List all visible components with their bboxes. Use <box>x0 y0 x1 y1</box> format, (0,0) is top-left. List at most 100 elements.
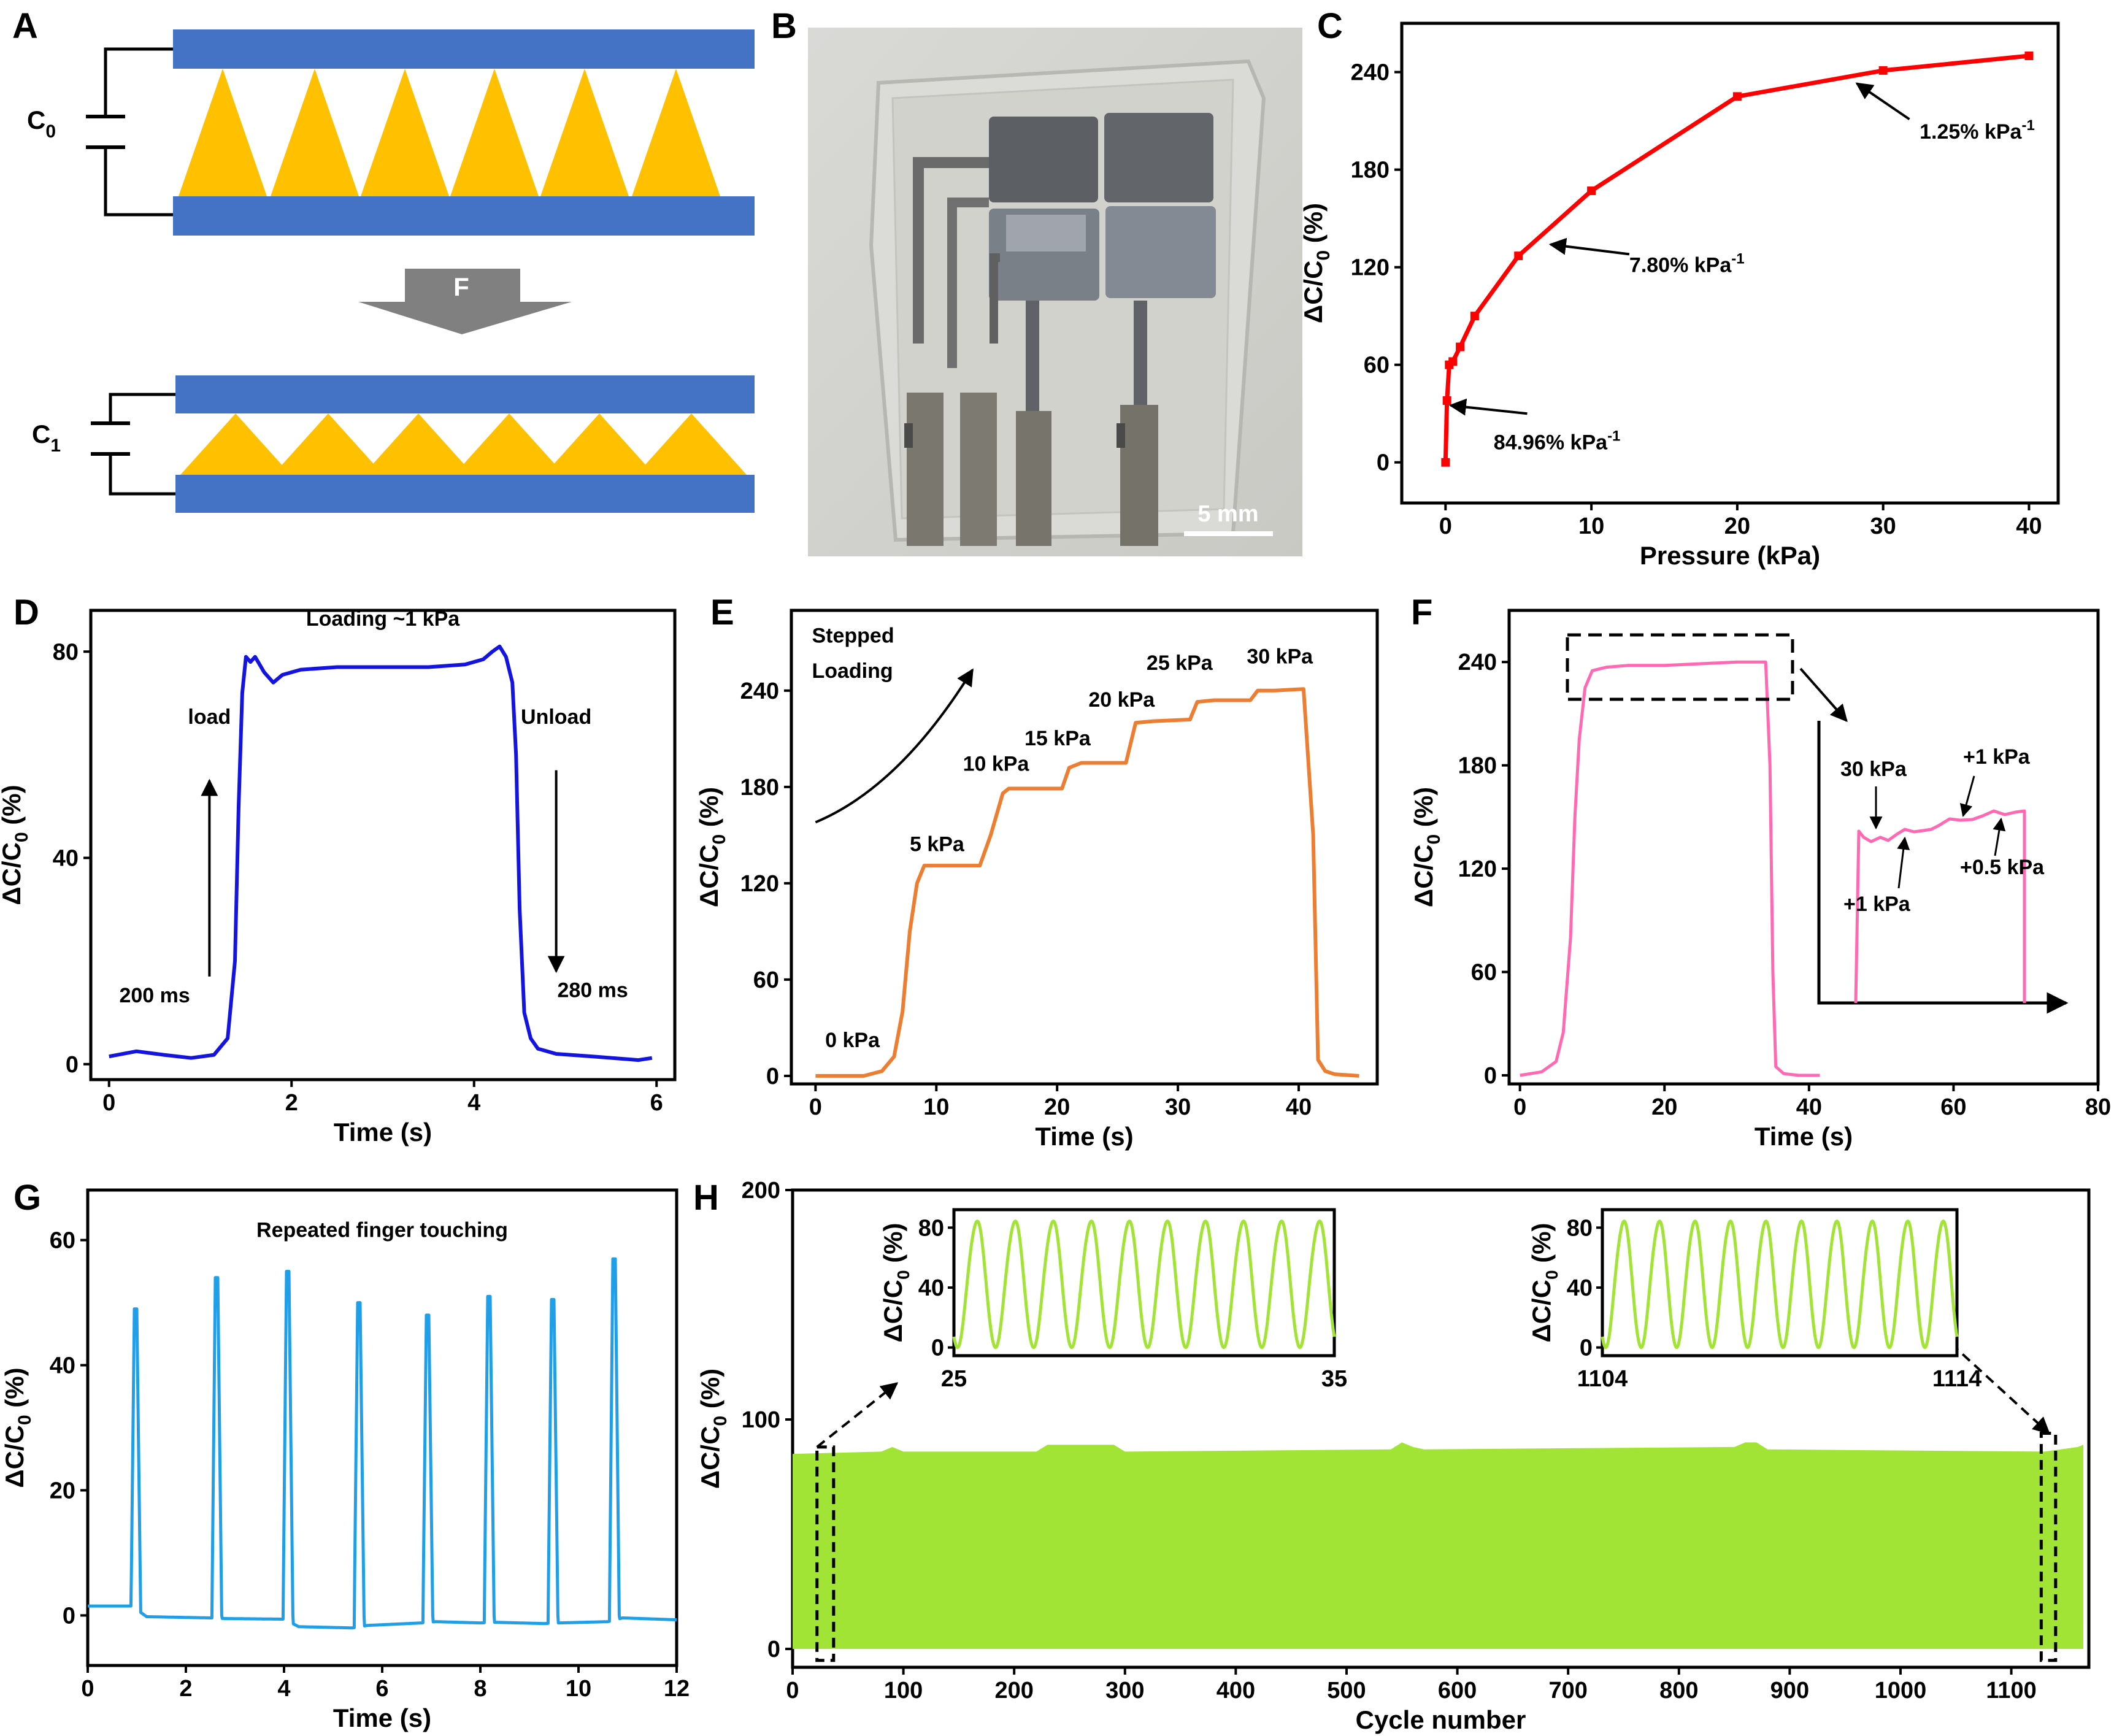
annotation-2: load <box>188 705 231 729</box>
scale-bar-label: 5 mm <box>1197 501 1258 527</box>
panel-h: H 0 100 200 300 400 500 600 700 800 900 1000 110001… <box>693 1178 2091 1734</box>
inset-label-plus1-lower: +1 kPa <box>1843 893 1911 916</box>
c1-label: C1 <box>32 420 61 456</box>
y-tick-label: 60 <box>50 1228 75 1254</box>
y-axis-label: ΔC/C0 (%) <box>1299 203 1334 323</box>
compressed-pyramid-6 <box>636 413 747 475</box>
zoom-connector-start <box>816 1382 899 1448</box>
x-tick-label: 80 <box>2085 1094 2111 1120</box>
annotation-4: 200 ms <box>119 984 190 1007</box>
sensitivity-label-2: 7.80% kPa-1 <box>1629 251 1745 277</box>
x-tick-label: 10 <box>566 1676 591 1702</box>
x-tick-label: 4 <box>467 1090 480 1116</box>
plot-frame <box>791 1188 2091 1669</box>
y-tick-label: 40 <box>53 846 79 872</box>
cycling-envelope <box>793 1442 2083 1650</box>
sensitivity-label-3: 1.25% kPa-1 <box>1920 117 2035 144</box>
panel-b: B 5 mm <box>771 6 1302 556</box>
x-tick-label: 0 <box>1513 1094 1526 1120</box>
x-axis-label: Time (s) <box>1035 1122 1133 1151</box>
x-tick-label: 2 <box>285 1090 298 1116</box>
x-tick-label: 700 <box>1548 1678 1587 1703</box>
data-point-7 <box>1514 252 1523 261</box>
x-tick-label: 800 <box>1659 1678 1698 1703</box>
annotation-4: 5 kPa <box>910 833 965 856</box>
pyramid-2 <box>271 69 359 196</box>
data-point-6 <box>1470 312 1479 321</box>
plot-frame <box>790 609 1379 1086</box>
x-tick-label: 600 <box>1438 1678 1477 1703</box>
y-tick-label: 180 <box>1458 753 1497 779</box>
plot-frame <box>86 1188 678 1667</box>
y-axis-label: ΔC/C0 (%) <box>694 787 729 907</box>
y-tick-label: 200 <box>742 1178 780 1204</box>
x-tick-label: 40 <box>2016 513 2042 539</box>
x-tick-label: 20 <box>1724 513 1750 539</box>
y-axis-label: ΔC/C0 (%) <box>1409 787 1444 907</box>
y-tick-label: 180 <box>740 775 779 801</box>
x-tick-label: 4 <box>277 1676 290 1702</box>
inset-label-plus0-5: +0.5 kPa <box>1960 856 2045 879</box>
pyramid-5 <box>540 69 629 196</box>
annotation-3: Unload <box>521 705 591 729</box>
inset-cycle-line <box>1601 1219 1959 1350</box>
inset-axes <box>1817 721 2069 1014</box>
x-tick-label: 400 <box>1217 1678 1255 1703</box>
inset-cycle-line <box>952 1219 1336 1350</box>
annotation-1: Stepped <box>812 624 894 647</box>
panel-letter-e: E <box>710 593 734 632</box>
inset-y-tick-label: 0 <box>1580 1335 1593 1361</box>
force-arrow <box>358 269 572 334</box>
x-tick-label: 1000 <box>1875 1678 1927 1703</box>
sensitivity-arrow-2 <box>1548 237 1630 256</box>
x-axis-label: Cycle number <box>1356 1705 1526 1734</box>
inset-arrow-plus1-upper <box>1959 775 1975 818</box>
y-tick-label: 120 <box>1351 255 1389 281</box>
y-tick-label: 0 <box>63 1603 75 1629</box>
selection-box-start <box>815 1445 836 1662</box>
x-tick-label: 100 <box>884 1678 923 1703</box>
device-illustration <box>869 59 1266 546</box>
inset-label-plus1-upper: +1 kPa <box>1963 745 2031 769</box>
x-tick-label: 1100 <box>1986 1678 2036 1703</box>
annotation-5: 280 ms <box>557 978 628 1002</box>
dielectric-pyramids-compressed <box>180 413 747 475</box>
data-point-1 <box>1441 458 1450 467</box>
inset-y-tick-label: 40 <box>918 1275 944 1301</box>
compressed-pyramid-3 <box>363 413 474 475</box>
zoom-connector-end <box>1950 1342 2051 1435</box>
x-tick-label: 0 <box>809 1094 822 1120</box>
x-tick-label: 20 <box>1044 1094 1070 1120</box>
x-tick-label: 900 <box>1770 1678 1809 1703</box>
annotation-1: Loading ~1 kPa <box>306 607 460 631</box>
compressed-pyramid-2 <box>273 413 383 475</box>
y-tick-label: 60 <box>753 967 779 993</box>
force-label: F <box>453 272 469 301</box>
sensitivity-arrow-1 <box>1448 398 1528 416</box>
annotation-3: 0 kPa <box>825 1029 880 1052</box>
x-tick-label: 500 <box>1327 1678 1366 1703</box>
y-tick-label: 80 <box>53 639 79 665</box>
data-point-9 <box>1732 92 1742 101</box>
x-tick-label: 60 <box>1940 1094 1966 1120</box>
annotation-5: 10 kPa <box>963 753 1030 776</box>
y-tick-label: 240 <box>1458 650 1497 675</box>
x-tick-label: 30 <box>1870 513 1896 539</box>
c0-label: C0 <box>27 106 56 142</box>
y-tick-label: 100 <box>742 1407 780 1433</box>
bottom-electrode-upper <box>175 375 755 413</box>
annotation-9: 30 kPa <box>1247 645 1313 668</box>
panel-letter-b: B <box>771 6 797 46</box>
inset-arrow-plus0-5 <box>1993 817 2006 856</box>
zoom-arrow <box>1799 667 1848 723</box>
inset-x-tick-label: 1104 <box>1577 1366 1628 1392</box>
inset-zoom-line <box>1854 809 2026 1004</box>
annotation-8: 25 kPa <box>1147 651 1213 675</box>
y-tick-label: 60 <box>1364 353 1389 378</box>
plot-frame <box>1507 609 2100 1086</box>
data-point-2 <box>1442 396 1451 405</box>
x-tick-label: 0 <box>786 1678 799 1703</box>
